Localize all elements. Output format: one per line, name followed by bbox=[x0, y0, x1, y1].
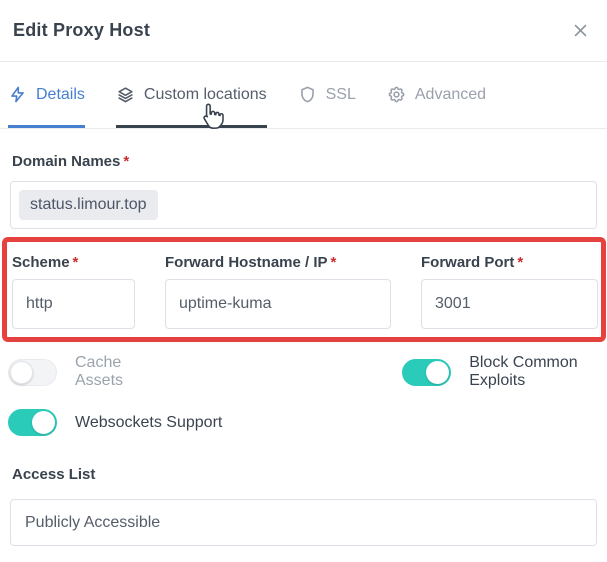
scheme-label: Scheme * bbox=[12, 254, 79, 271]
websockets-support-toggle-group[interactable]: Websockets Support bbox=[8, 409, 223, 436]
toggle-knob bbox=[426, 360, 450, 384]
required-asterisk: * bbox=[517, 254, 524, 271]
shield-icon bbox=[300, 86, 314, 103]
cache-assets-toggle[interactable] bbox=[8, 358, 57, 386]
tab-label: Custom locations bbox=[143, 85, 267, 103]
websockets-support-label: Websockets Support bbox=[75, 413, 223, 431]
cache-assets-toggle-group[interactable]: Cache Assets bbox=[8, 354, 144, 390]
gear-icon bbox=[388, 86, 405, 103]
forward-port-label: Forward Port * bbox=[421, 254, 524, 271]
tab-advanced[interactable]: Advanced bbox=[387, 62, 486, 128]
required-asterisk: * bbox=[330, 254, 337, 271]
forward-port-input[interactable] bbox=[421, 279, 598, 329]
toggle-knob bbox=[10, 360, 33, 384]
tab-label: Advanced bbox=[414, 85, 487, 103]
tab-label: SSL bbox=[325, 85, 356, 103]
close-button[interactable] bbox=[568, 19, 592, 43]
websockets-support-toggle[interactable] bbox=[8, 409, 57, 436]
close-icon bbox=[574, 24, 586, 37]
cache-assets-label: Cache Assets bbox=[75, 354, 124, 389]
domain-tag[interactable]: status.limour.top bbox=[19, 190, 158, 220]
stack-icon bbox=[118, 87, 133, 103]
tab-custom-locations[interactable]: Custom locations bbox=[115, 62, 267, 128]
annotation-highlight-rectangle: Scheme* Forward Hostname / IP* Forward P… bbox=[2, 237, 606, 342]
required-asterisk: * bbox=[123, 153, 130, 170]
forward-hostname-label: Forward Hostname / IP * bbox=[165, 254, 337, 271]
required-asterisk: * bbox=[72, 254, 79, 271]
details-tab-panel: Domain Names * status.limour.top Scheme * … bbox=[0, 153, 607, 546]
tab-label: Details bbox=[36, 85, 85, 103]
toggle-row: Websockets Support bbox=[8, 409, 597, 436]
domain-names-input[interactable]: status.limour.top bbox=[10, 181, 597, 229]
tab-bar: Details Custom locations SSL Advanced bbox=[0, 62, 607, 129]
block-common-exploits-toggle[interactable] bbox=[402, 358, 452, 386]
forward-port-field: Forward Port * bbox=[421, 254, 598, 329]
forward-hostname-input[interactable] bbox=[165, 279, 391, 329]
dialog-title: Edit Proxy Host bbox=[13, 20, 151, 40]
access-list-value: Publicly Accessible bbox=[25, 513, 161, 531]
block-common-exploits-toggle-group[interactable]: Block Common Exploits bbox=[402, 354, 597, 390]
scheme-input[interactable] bbox=[12, 279, 135, 329]
domain-names-label: Domain Names * bbox=[12, 153, 130, 170]
scheme-field: Scheme * bbox=[12, 254, 135, 329]
tab-details[interactable]: Details bbox=[8, 62, 85, 128]
forward-hostname-field: Forward Hostname / IP * bbox=[165, 254, 391, 329]
tab-ssl[interactable]: SSL bbox=[298, 62, 356, 128]
block-common-exploits-label: Block Common Exploits bbox=[469, 354, 578, 389]
access-list-label: Access List bbox=[12, 466, 96, 483]
access-list-select[interactable]: Publicly Accessible bbox=[10, 499, 597, 546]
dialog-header: Edit Proxy Host bbox=[0, 0, 607, 62]
zap-icon bbox=[11, 86, 24, 103]
toggle-knob bbox=[32, 411, 55, 434]
toggle-row: Cache Assets Block Common Exploits bbox=[8, 354, 597, 390]
